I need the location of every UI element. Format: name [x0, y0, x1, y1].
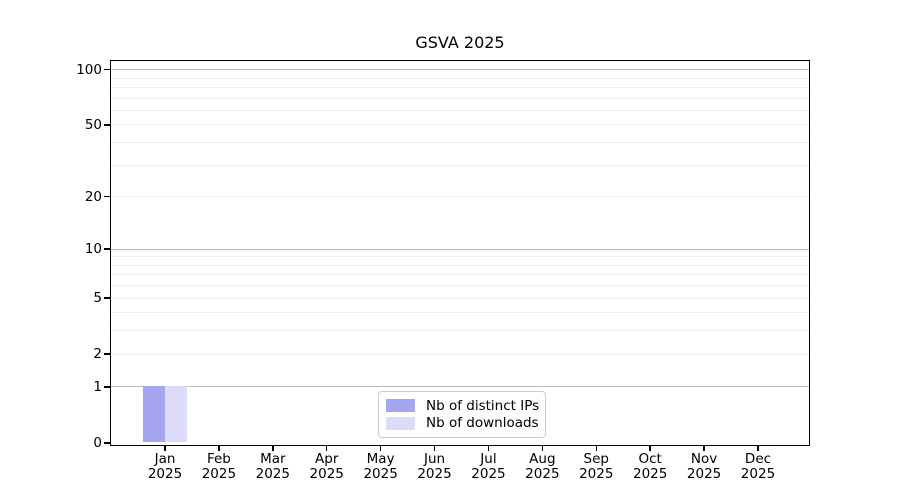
y-tick-mark: [104, 353, 110, 355]
y-tick-label: 50: [84, 116, 102, 133]
minor-gridline: [111, 264, 809, 266]
major-gridline: [111, 69, 809, 71]
x-tick-label: Jun 2025: [417, 451, 452, 482]
minor-gridline: [111, 330, 809, 332]
minor-gridline: [111, 285, 809, 287]
chart-title: GSVA 2025: [415, 33, 505, 52]
x-tick-label: Sep 2025: [579, 451, 614, 482]
y-tick-label: 20: [84, 188, 102, 205]
x-tick-label: Feb 2025: [201, 451, 237, 482]
y-tick-mark: [104, 195, 110, 198]
minor-gridline: [111, 97, 809, 99]
legend-label: Nb of downloads: [426, 415, 539, 432]
x-tick-mark: [272, 446, 274, 451]
x-tick-mark: [757, 446, 759, 451]
minor-gridline: [111, 353, 809, 355]
y-tick-mark: [104, 297, 110, 299]
y-tick-mark: [104, 442, 110, 444]
y-tick-mark: [104, 248, 110, 250]
legend-item-distinct-ips: Nb of distinct IPs: [386, 397, 540, 414]
plot-area: [110, 60, 810, 446]
y-tick-mark: [104, 386, 110, 388]
x-tick-mark: [595, 446, 598, 451]
y-tick-label: 0: [93, 435, 102, 451]
y-tick-label: 100: [76, 61, 102, 78]
y-tick-label: 10: [84, 241, 102, 257]
legend: Nb of distinct IPs Nb of downloads: [378, 391, 546, 438]
legend-item-downloads: Nb of downloads: [386, 415, 539, 432]
minor-gridline: [111, 196, 809, 198]
x-tick-mark: [379, 446, 382, 451]
x-tick-label: May 2025: [363, 451, 398, 482]
y-tick-mark: [104, 124, 110, 126]
x-tick-mark: [703, 446, 705, 451]
y-tick-label: 1: [93, 378, 102, 395]
x-tick-mark: [325, 446, 328, 451]
minor-gridline: [111, 274, 809, 276]
x-tick-mark: [164, 446, 166, 451]
minor-gridline: [111, 109, 809, 111]
x-tick-label: Apr 2025: [309, 451, 344, 482]
bar-nb-of-downloads: [164, 386, 187, 443]
major-gridline: [111, 386, 809, 388]
x-tick-label: Oct 2025: [632, 451, 668, 482]
minor-gridline: [111, 142, 809, 144]
y-tick-mark: [104, 68, 110, 71]
x-tick-mark: [218, 446, 220, 451]
bar-nb-of-distinct-ips: [142, 386, 165, 443]
minor-gridline: [111, 312, 809, 314]
y-tick-label: 2: [93, 346, 102, 363]
minor-gridline: [111, 77, 809, 79]
x-tick-mark: [487, 446, 490, 451]
downloads-swatch: [386, 416, 415, 430]
x-tick-label: Jan 2025: [147, 451, 183, 482]
minor-gridline: [111, 124, 809, 126]
minor-gridline: [111, 297, 809, 299]
x-tick-label: Aug 2025: [525, 451, 560, 482]
minor-gridline: [111, 256, 809, 258]
distinct-ips-swatch: [386, 399, 415, 413]
x-tick-mark: [433, 446, 436, 451]
x-tick-label: Jul 2025: [471, 451, 506, 482]
minor-gridline: [111, 86, 809, 88]
legend-label: Nb of distinct IPs: [426, 397, 540, 414]
x-tick-label: Nov 2025: [686, 451, 722, 482]
y-tick-label: 5: [93, 290, 102, 307]
major-gridline: [111, 248, 809, 250]
x-tick-label: Mar 2025: [255, 451, 290, 482]
x-tick-label: Dec 2025: [740, 451, 776, 482]
x-tick-mark: [649, 446, 651, 451]
minor-gridline: [111, 164, 809, 166]
x-tick-mark: [541, 446, 544, 451]
